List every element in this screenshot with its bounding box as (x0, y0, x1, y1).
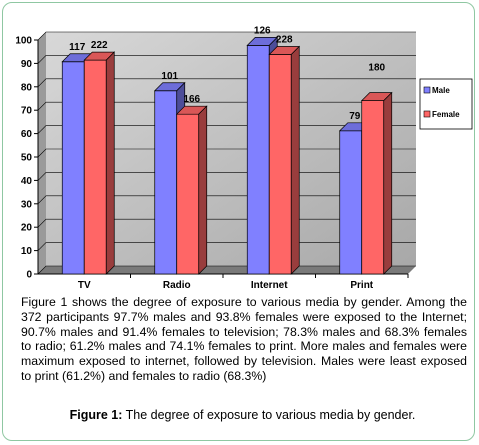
bar-female-internet (268, 45, 301, 275)
x-tick-label: TV (78, 280, 91, 291)
bar-female-tv (83, 51, 116, 275)
bar-female-radio (175, 105, 208, 275)
y-tick-label: 40 (21, 176, 33, 187)
legend-swatch-male (423, 86, 431, 94)
y-tick-label: 0 (26, 270, 32, 281)
data-label: 117 (69, 42, 86, 53)
figure-frame: 0 10 20 30 40 50 60 70 80 90 100 TV Radio Internet Pri… (2, 2, 475, 441)
y-tick-label: 70 (21, 106, 33, 117)
data-label: 166 (183, 94, 200, 105)
x-tick-label: Internet (251, 280, 288, 291)
data-label: 180 (368, 63, 385, 74)
legend-swatch-female (423, 110, 431, 118)
y-tick-label: 60 (21, 129, 33, 140)
legend-label-male: Male (432, 86, 450, 95)
x-tick-label: Print (350, 280, 373, 291)
gridline (37, 31, 416, 41)
x-tick-label: Radio (163, 280, 191, 291)
y-tick-label: 50 (21, 153, 33, 164)
y-tick-label: 90 (21, 59, 33, 70)
data-label: 79 (349, 111, 361, 122)
bar-chart: 0 10 20 30 40 50 60 70 80 90 100 TV Radio Internet Pri… (15, 25, 473, 291)
chart-floor (38, 266, 416, 274)
caption-text: The degree of exposure to various media … (122, 408, 416, 422)
figure-description: Figure 1 shows the degree of exposure to… (21, 295, 467, 383)
y-tick-label: 80 (21, 82, 33, 93)
data-label: 222 (91, 40, 108, 51)
data-label: 101 (161, 71, 178, 82)
y-tick-label: 10 (21, 246, 33, 257)
y-tick-label: 100 (15, 36, 32, 47)
y-tick-label: 30 (21, 199, 33, 210)
data-label: 126 (254, 25, 271, 36)
y-tick-label: 20 (21, 223, 33, 234)
figure-caption: Figure 1: The degree of exposure to vari… (3, 408, 479, 422)
data-label: 228 (276, 35, 293, 46)
caption-label: Figure 1: (69, 408, 123, 422)
legend-label-female: Female (432, 110, 460, 119)
bar-female-print (360, 91, 393, 275)
